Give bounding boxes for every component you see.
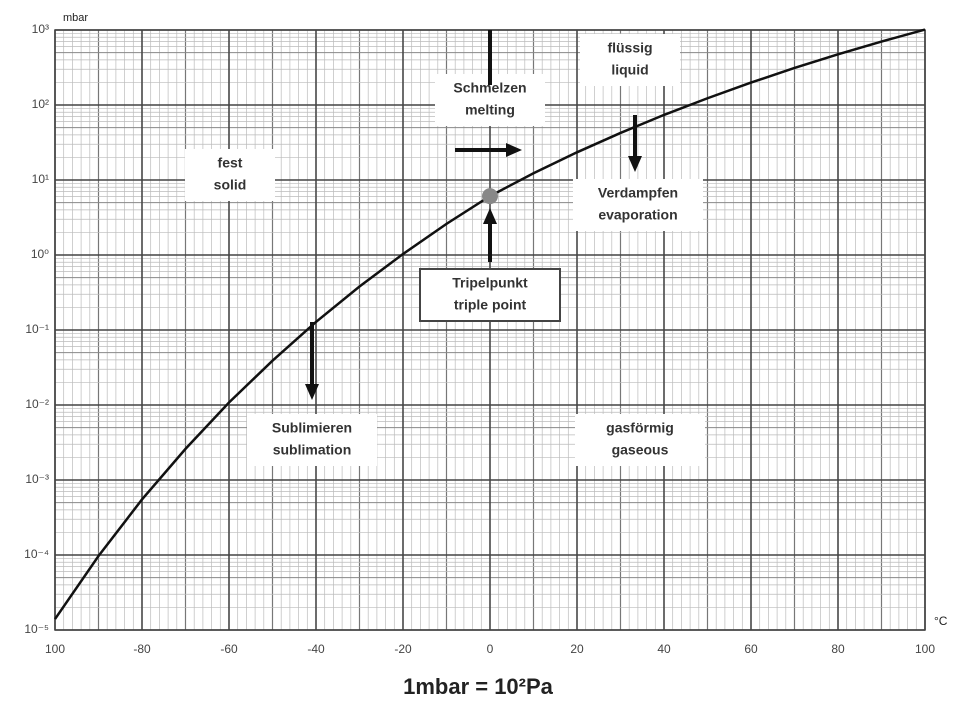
annotation-text: melting xyxy=(465,102,515,118)
annotation-text: triple point xyxy=(454,297,527,313)
annotation-text: Tripelpunkt xyxy=(452,275,528,291)
arrow-head xyxy=(305,384,319,400)
annotation-text: flüssig xyxy=(607,40,652,56)
y-tick-label: 10⁻⁵ xyxy=(24,622,49,636)
y-tick-label: 10⁰ xyxy=(31,247,49,261)
arrow-head xyxy=(628,156,642,172)
annotation-text: Schmelzen xyxy=(453,80,526,96)
arrow-head xyxy=(483,208,497,224)
annotation-box xyxy=(580,34,680,86)
y-tick-label: 10⁻⁴ xyxy=(24,547,49,561)
x-tick-label: 20 xyxy=(570,642,584,656)
triple-point xyxy=(482,188,498,205)
y-tick-label: 10⁻¹ xyxy=(25,322,49,336)
y-tick-label: 10² xyxy=(32,97,49,111)
annotation-text: Verdampfen xyxy=(598,185,678,201)
x-unit: °C xyxy=(934,614,948,628)
annotation-text: Sublimieren xyxy=(272,420,352,436)
annotation-text: solid xyxy=(214,177,247,193)
x-tick-label: 60 xyxy=(744,642,758,656)
y-tick-label: 10⁻³ xyxy=(25,472,49,486)
annotation-text: sublimation xyxy=(273,442,352,458)
annotation-box xyxy=(185,149,275,201)
x-tick-label: 0 xyxy=(487,642,494,656)
y-tick-label: 10³ xyxy=(32,22,49,36)
x-tick-label: -40 xyxy=(307,642,325,656)
x-tick-label: -60 xyxy=(220,642,238,656)
x-tick-label: -80 xyxy=(133,642,151,656)
x-tick-label: 80 xyxy=(831,642,845,656)
x-tick-label: 100 xyxy=(915,642,935,656)
annotation-text: evaporation xyxy=(598,207,677,223)
x-tick-label: 40 xyxy=(657,642,671,656)
annotation-box xyxy=(419,268,561,322)
caption: 1mbar = 10²Pa xyxy=(403,674,554,699)
arrow-head xyxy=(506,143,522,157)
annotation-box xyxy=(575,414,705,466)
annotation-box xyxy=(247,414,377,466)
annotation-text: gaseous xyxy=(612,442,669,458)
x-tick-label: 100 xyxy=(45,642,65,656)
y-tick-label: 10¹ xyxy=(32,172,49,186)
y-unit: mbar xyxy=(63,12,88,24)
annotation-text: liquid xyxy=(611,62,648,78)
annotation-box xyxy=(573,179,703,231)
x-tick-label: -20 xyxy=(394,642,412,656)
annotation-text: fest xyxy=(218,155,243,171)
annotation-text: gasförmig xyxy=(606,420,674,436)
y-tick-label: 10⁻² xyxy=(25,397,49,411)
